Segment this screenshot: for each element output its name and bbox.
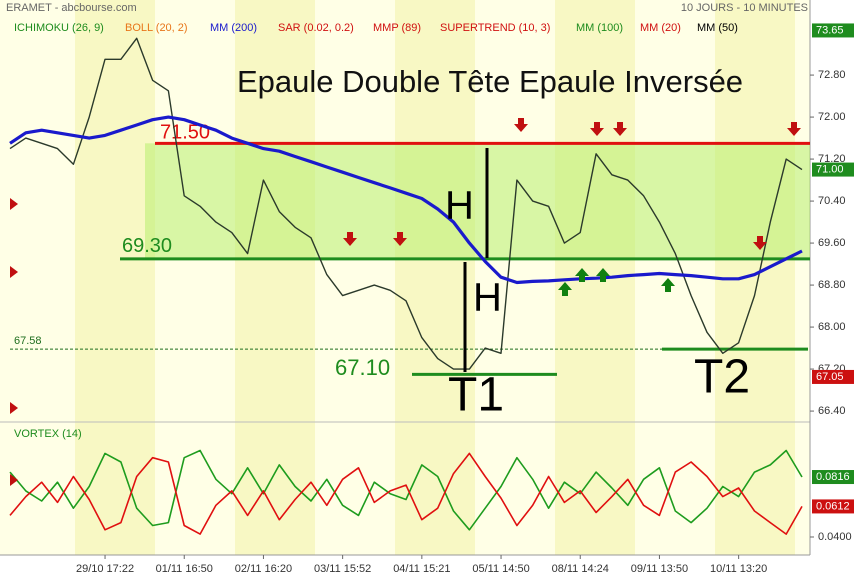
price-marker-label: 0.0816 <box>816 471 850 483</box>
down-arrow <box>514 118 528 132</box>
price-marker-label: 0.0612 <box>816 500 850 512</box>
level-label: 69.30 <box>122 235 172 257</box>
legend-entry: MM (200) <box>210 22 257 34</box>
edge-arrow <box>10 266 18 278</box>
legend-entry: SUPERTREND (10, 3) <box>440 22 550 34</box>
price-marker <box>812 23 854 38</box>
price-marker-label: 73.65 <box>816 24 844 36</box>
series-line <box>9 449 803 531</box>
y-tick-label: 66.40 <box>818 405 846 417</box>
price-marker-label: 67.05 <box>816 371 844 383</box>
zone <box>145 143 810 259</box>
x-tick-label: 29/10 17:22 <box>76 563 134 575</box>
x-tick-label: 05/11 14:50 <box>472 563 529 575</box>
price-marker <box>812 162 854 177</box>
x-tick-label: 08/11 14:24 <box>552 563 609 575</box>
x-tick-label: 01/11 16:50 <box>156 563 213 575</box>
down-arrow <box>613 122 627 136</box>
y-tick-label: 68.80 <box>818 279 846 291</box>
down-arrow <box>590 122 604 136</box>
legend-entry: SAR (0.02, 0.2) <box>278 22 354 34</box>
day-band <box>235 0 315 555</box>
edge-arrow <box>10 402 18 414</box>
legend-entry: MM (20) <box>640 22 681 34</box>
header-left: ERAMET - abcbourse.com <box>6 2 137 14</box>
up-arrow <box>661 278 675 292</box>
price-marker <box>812 499 854 514</box>
up-arrow <box>575 268 589 282</box>
panel-title: VORTEX (14) <box>14 428 82 440</box>
day-band <box>75 0 155 555</box>
header-right: 10 JOURS - 10 MINUTES <box>681 2 808 14</box>
down-arrow <box>787 122 801 136</box>
up-arrow <box>596 268 610 282</box>
edge-arrow <box>10 474 18 486</box>
y-tick-label: 70.40 <box>818 195 846 207</box>
level-label: 67.10 <box>335 355 390 380</box>
annotation: T1 <box>448 369 504 422</box>
annotation: T2 <box>694 351 750 404</box>
down-arrow <box>343 232 357 246</box>
x-tick-label: 10/11 13:20 <box>710 563 767 575</box>
price-marker <box>812 470 854 485</box>
x-tick-label: 04/11 15:21 <box>393 563 450 575</box>
legend-entry: BOLL (20, 2) <box>125 22 188 34</box>
annotation: H <box>445 184 474 228</box>
level-label: 71.50 <box>160 122 210 144</box>
legend-entry: MMP (89) <box>373 22 421 34</box>
up-arrow <box>558 282 572 296</box>
legend-entry: ICHIMOKU (26, 9) <box>14 22 104 34</box>
y-tick-label: 0.0400 <box>818 531 852 543</box>
y-tick-label: 71.20 <box>818 153 846 165</box>
legend-entry: MM (50) <box>697 22 738 34</box>
series-line <box>9 37 803 370</box>
y-tick-label: 69.60 <box>818 237 846 249</box>
y-tick-label: 72.80 <box>818 69 846 81</box>
chart-title: Epaule Double Tête Epaule Inversée <box>237 64 743 99</box>
x-tick-label: 03/11 15:52 <box>314 563 371 575</box>
series-line <box>9 115 803 285</box>
down-arrow <box>753 236 767 250</box>
x-tick-label: 09/11 13:50 <box>631 563 688 575</box>
price-marker-label: 71.00 <box>816 163 844 175</box>
x-tick-label: 02/11 16:20 <box>235 563 292 575</box>
y-tick-label: 72.00 <box>818 111 846 123</box>
annotation: H <box>473 276 502 320</box>
level-label: 67.58 <box>14 335 42 347</box>
down-arrow <box>393 232 407 246</box>
edge-arrow <box>10 198 18 210</box>
y-tick-label: 68.00 <box>818 321 846 333</box>
legend-entry: MM (100) <box>576 22 623 34</box>
price-marker <box>812 369 854 384</box>
series-line <box>9 452 803 535</box>
